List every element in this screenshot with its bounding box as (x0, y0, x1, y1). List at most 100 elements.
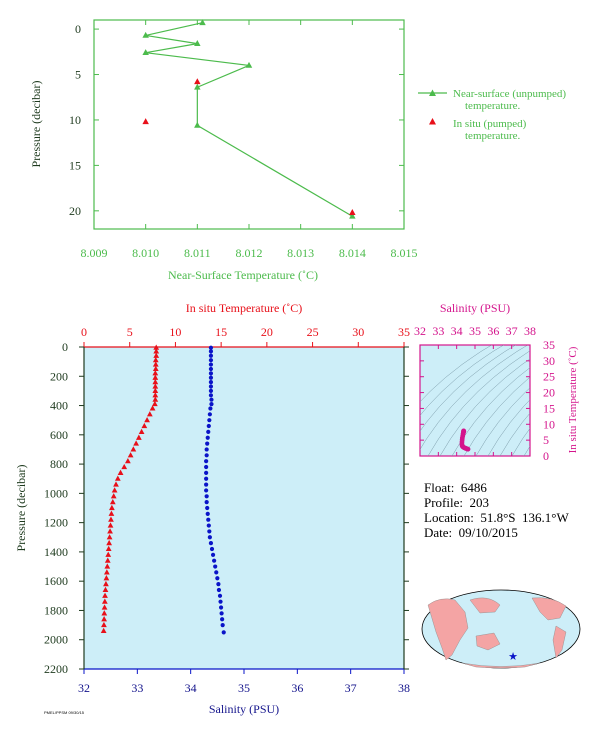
temperature-point (102, 586, 109, 593)
temp-tick-label: 10 (169, 325, 181, 339)
temperature-point (152, 370, 159, 376)
temperature-point (100, 627, 107, 634)
temperature-point (108, 516, 114, 522)
salinity-point (208, 358, 214, 363)
salinity-point (208, 362, 214, 367)
temperature-point (153, 344, 160, 350)
ts-x-tick-label: 33 (432, 324, 444, 338)
temperature-point (101, 598, 108, 604)
salinity-point (205, 435, 210, 440)
salinity-tick-label: 37 (345, 681, 357, 695)
temperature-point (107, 528, 113, 534)
salinity-point (208, 353, 214, 358)
temperature-point (127, 452, 134, 458)
legend-label-near-surface-2: temperature. (465, 100, 521, 112)
pressure-tick-label: 0 (62, 340, 68, 354)
near-surface-plot-frame (93, 19, 405, 230)
salinity-point (209, 401, 214, 407)
profile-number: Profile: 203 (424, 495, 489, 510)
near-surface-x-axis-title: Near-Surface Temperature (˚C) (168, 268, 318, 282)
near-surface-y-ticks: 0 5 10 15 20 (69, 22, 404, 218)
ts-x-tick-label: 32 (414, 324, 426, 338)
profile-ticks: 0 5 10 15 20 25 30 35 32 33 34 35 36 37 38 0 200 400 600 80… (44, 325, 410, 695)
salinity-point (208, 375, 214, 380)
ts-y-tick-label: 25 (543, 370, 555, 384)
density-contour-line (420, 345, 528, 450)
temperature-point (152, 374, 159, 380)
profile-date: Date: 09/10/2015 (424, 525, 518, 540)
temperature-point (135, 434, 142, 440)
density-contour-line (463, 376, 530, 456)
salinity-point (204, 447, 209, 452)
ts-x-tick-label: 36 (487, 324, 499, 338)
ts-x-axis-title: Salinity (PSU) (440, 301, 510, 315)
location-map: ★ (421, 589, 581, 669)
near-surface-point (194, 40, 201, 46)
near-surface-legend: Near-surface (unpumped) temperature. In … (418, 88, 566, 142)
salinity-tick-label: 36 (291, 681, 303, 695)
legend-label-in-situ-1: In situ (pumped) (453, 118, 527, 130)
pressure-tick-label: 2000 (44, 633, 68, 647)
pressure-tick-label: 1000 (44, 486, 68, 500)
salinity-point (218, 599, 223, 604)
near-surface-x-tick-label: 8.009 (81, 246, 108, 260)
salinity-point (218, 605, 224, 610)
temperature-point (104, 563, 111, 569)
salinity-point (204, 500, 209, 505)
map-land-africa-eurasia (427, 598, 469, 661)
salinity-point (221, 630, 226, 635)
in-situ-point (349, 209, 356, 215)
ts-x-tick-label: 35 (469, 324, 481, 338)
temp-tick-label: 15 (215, 325, 227, 339)
near-surface-series-line (145, 22, 353, 217)
temperature-point (111, 487, 118, 493)
temp-tick-label: 30 (352, 325, 364, 339)
temperature-point (107, 522, 114, 528)
temp-tick-label: 5 (127, 325, 133, 339)
legend-label-in-situ-2: temperature. (465, 130, 521, 142)
credit-text: PMEL/PPSM 09/30/15 (44, 710, 85, 715)
temperature-point (113, 481, 119, 487)
salinity-point (208, 345, 214, 350)
ts-y-tick-label: 5 (543, 433, 549, 447)
salinity-point (208, 380, 214, 385)
temperature-point (110, 493, 117, 499)
ts-y-axis-title: In situ Temperature (˚C) (567, 346, 579, 453)
density-contour-line (487, 399, 530, 456)
float-location: Location: 51.8°S 136.1°W (424, 510, 569, 525)
profile-top-axis-title: In situ Temperature (˚C) (186, 301, 303, 315)
legend-label-near-surface-1: Near-surface (unpumped) (453, 88, 566, 100)
salinity-point (208, 366, 214, 372)
density-contour-line (439, 358, 530, 456)
salinity-point (204, 453, 209, 458)
ts-y-tick-label: 0 (543, 449, 549, 463)
temperature-point (153, 348, 160, 354)
salinity-point (217, 593, 223, 598)
density-contour-line (420, 345, 492, 403)
legend-marker-in-situ (429, 118, 436, 125)
near-surface-y-tick-label: 20 (69, 204, 81, 218)
salinity-point (208, 384, 214, 389)
temperature-point (104, 557, 111, 563)
temperature-point (152, 361, 159, 367)
salinity-point (214, 570, 219, 575)
temperature-point (108, 510, 115, 516)
salinity-point (207, 529, 212, 534)
temperature-point (121, 463, 128, 470)
pressure-tick-label: 1600 (44, 574, 68, 588)
near-surface-x-tick-label: 8.011 (184, 246, 211, 260)
density-contour-line (511, 427, 530, 456)
float-location-star-icon: ★ (508, 651, 518, 663)
in-situ-point (194, 78, 201, 85)
temperature-point (153, 352, 160, 358)
temp-tick-label: 0 (81, 325, 87, 339)
ts-x-tick-label: 34 (451, 324, 463, 338)
near-surface-x-tick-label: 8.013 (287, 246, 314, 260)
temperature-point (141, 422, 148, 429)
density-contour-line (427, 350, 530, 456)
in-situ-point (142, 118, 149, 125)
temperature-point (152, 383, 159, 389)
near-surface-point (142, 31, 149, 38)
pressure-tick-label: 400 (50, 399, 68, 413)
